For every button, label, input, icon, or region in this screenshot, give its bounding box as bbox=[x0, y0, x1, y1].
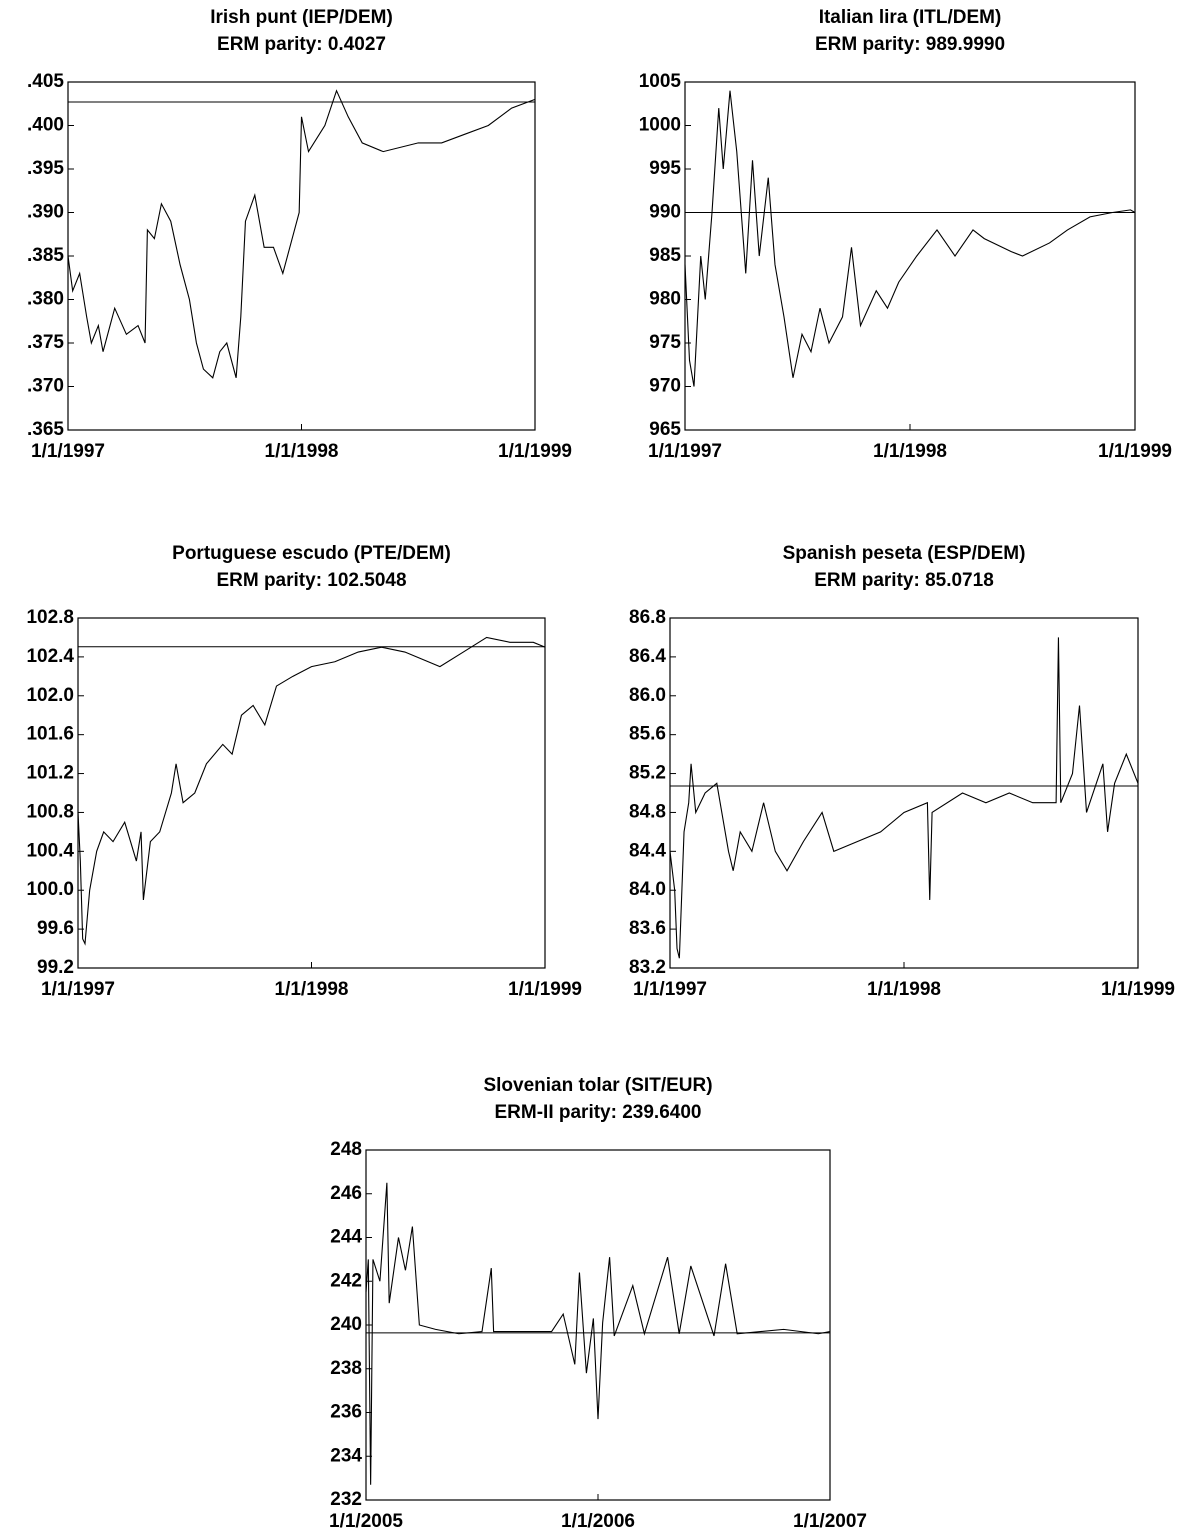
x-tick-label: 1/1/1998 bbox=[275, 979, 349, 1000]
series-line bbox=[365, 1182, 831, 1485]
y-tick-label: 100.8 bbox=[26, 801, 74, 822]
x-tick-label: 1/1/1997 bbox=[648, 441, 722, 462]
y-tick-label: 100.4 bbox=[26, 840, 74, 861]
plot-frame bbox=[684, 81, 1136, 431]
y-tick-label: 84.0 bbox=[629, 879, 666, 900]
y-tick-label: 240 bbox=[330, 1314, 362, 1335]
x-tick-label: 1/1/1998 bbox=[265, 441, 339, 462]
chart-title: Irish punt (IEP/DEM) bbox=[210, 7, 393, 28]
y-tick-label: 238 bbox=[330, 1358, 362, 1379]
x-tick-label: 1/1/1999 bbox=[1101, 979, 1175, 1000]
y-tick-label: .390 bbox=[27, 202, 64, 223]
y-tick-label: 242 bbox=[330, 1270, 362, 1291]
x-tick-label: 1/1/1997 bbox=[31, 441, 105, 462]
y-tick-label: 975 bbox=[649, 332, 681, 353]
y-tick-label: 102.0 bbox=[26, 685, 74, 706]
y-tick-label: 965 bbox=[649, 419, 681, 440]
chart-subtitle: ERM-II parity: 239.6400 bbox=[495, 1102, 702, 1123]
y-tick-label: 101.2 bbox=[26, 763, 74, 784]
y-tick-label: 100.0 bbox=[26, 879, 74, 900]
y-tick-label: 980 bbox=[649, 289, 681, 310]
y-tick-label: 990 bbox=[649, 202, 681, 223]
chart-subtitle: ERM parity: 102.5048 bbox=[216, 570, 406, 591]
x-tick-label: 1/1/1998 bbox=[867, 979, 941, 1000]
series-line bbox=[669, 637, 1139, 959]
y-tick-label: 236 bbox=[330, 1402, 362, 1423]
y-tick-label: 101.6 bbox=[26, 724, 74, 745]
y-tick-label: 85.6 bbox=[629, 724, 666, 745]
y-tick-label: 86.4 bbox=[629, 646, 666, 667]
y-tick-label: 84.4 bbox=[629, 840, 666, 861]
x-tick-label: 1/1/1998 bbox=[873, 441, 947, 462]
series-line bbox=[684, 90, 1136, 387]
y-tick-label: .385 bbox=[27, 245, 64, 266]
y-tick-label: 102.4 bbox=[26, 646, 74, 667]
x-tick-label: 1/1/2005 bbox=[329, 1511, 403, 1532]
x-tick-label: 1/1/1999 bbox=[508, 979, 582, 1000]
y-tick-label: 234 bbox=[330, 1445, 362, 1466]
y-tick-label: .405 bbox=[27, 71, 64, 92]
y-tick-label: 246 bbox=[330, 1183, 362, 1204]
y-tick-label: 86.0 bbox=[629, 685, 666, 706]
x-tick-label: 1/1/1997 bbox=[633, 979, 707, 1000]
chart-subtitle: ERM parity: 0.4027 bbox=[217, 34, 386, 55]
x-tick-label: 1/1/2007 bbox=[793, 1511, 867, 1532]
y-tick-label: 985 bbox=[649, 245, 681, 266]
y-tick-label: .365 bbox=[27, 419, 64, 440]
y-tick-label: 102.8 bbox=[26, 607, 74, 628]
y-tick-label: 99.2 bbox=[37, 957, 74, 978]
y-tick-label: 83.2 bbox=[629, 957, 666, 978]
y-tick-label: 86.8 bbox=[629, 607, 666, 628]
y-tick-label: 232 bbox=[330, 1489, 362, 1510]
chart-subtitle: ERM parity: 85.0718 bbox=[814, 570, 994, 591]
y-tick-label: .380 bbox=[27, 289, 64, 310]
y-tick-label: .400 bbox=[27, 115, 64, 136]
chart-title: Italian lira (ITL/DEM) bbox=[819, 7, 1002, 28]
x-tick-label: 1/1/2006 bbox=[561, 1511, 635, 1532]
y-tick-label: 1000 bbox=[639, 115, 681, 136]
y-tick-label: 1005 bbox=[639, 71, 682, 92]
chart-title: Spanish peseta (ESP/DEM) bbox=[783, 543, 1026, 564]
y-tick-label: 970 bbox=[649, 376, 681, 397]
chart-subtitle: ERM parity: 989.9990 bbox=[815, 34, 1005, 55]
x-tick-label: 1/1/1999 bbox=[498, 441, 572, 462]
chart-title: Slovenian tolar (SIT/EUR) bbox=[483, 1075, 712, 1096]
series-line bbox=[67, 89, 536, 379]
chart-title: Portuguese escudo (PTE/DEM) bbox=[172, 543, 451, 564]
x-tick-label: 1/1/1997 bbox=[41, 979, 115, 1000]
y-tick-label: 83.6 bbox=[629, 918, 666, 939]
plot-frame bbox=[77, 617, 546, 969]
y-tick-label: 84.8 bbox=[629, 801, 666, 822]
y-tick-label: .375 bbox=[27, 332, 64, 353]
y-tick-label: .370 bbox=[27, 376, 64, 397]
y-tick-label: 99.6 bbox=[37, 918, 74, 939]
plot-frame bbox=[365, 1149, 831, 1501]
y-tick-label: 995 bbox=[649, 158, 681, 179]
y-tick-label: .395 bbox=[27, 158, 64, 179]
series-line bbox=[77, 636, 546, 946]
y-tick-label: 248 bbox=[330, 1139, 362, 1160]
y-tick-label: 85.2 bbox=[629, 763, 666, 784]
x-tick-label: 1/1/1999 bbox=[1098, 441, 1172, 462]
y-tick-label: 244 bbox=[330, 1227, 362, 1248]
plot-frame bbox=[669, 617, 1139, 969]
